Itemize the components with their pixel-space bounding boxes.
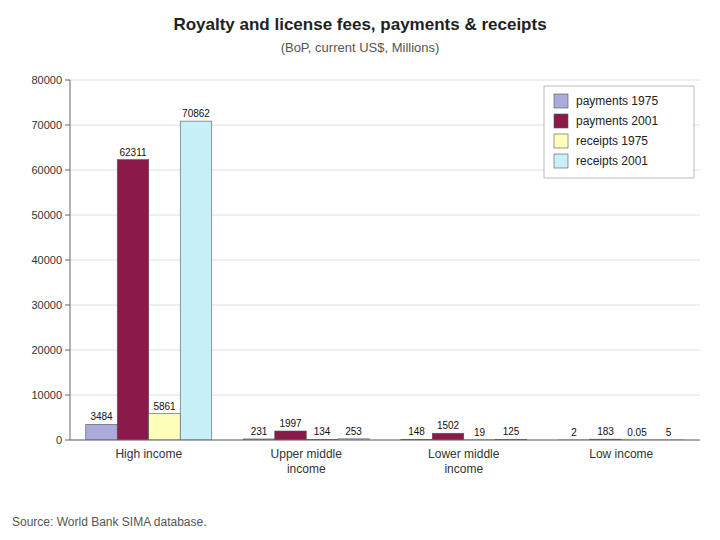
legend-swatch bbox=[554, 154, 568, 168]
bar bbox=[275, 431, 307, 440]
y-axis-line bbox=[70, 80, 71, 440]
grid-line bbox=[70, 395, 700, 396]
data-label: 2 bbox=[571, 427, 577, 438]
tick-mark bbox=[65, 170, 70, 171]
data-label: 0.05 bbox=[627, 427, 647, 438]
bar bbox=[149, 414, 181, 440]
data-label: 1502 bbox=[437, 420, 460, 431]
grid-line bbox=[70, 80, 700, 81]
bar bbox=[432, 433, 464, 440]
category-label: Lower middleincome bbox=[428, 447, 500, 476]
y-axis: 0 10000 20000 30000 40000 50000 60000 70000 8000… bbox=[31, 74, 700, 446]
data-label: 148 bbox=[408, 426, 425, 437]
grid-line bbox=[70, 305, 700, 306]
grid-line bbox=[70, 440, 700, 441]
category-label: Upper middleincome bbox=[271, 447, 343, 476]
tick-mark bbox=[65, 350, 70, 351]
annotation: Source: World Bank SIMA database. bbox=[12, 515, 207, 529]
subtitle: (BoP, current US$, Millions) bbox=[281, 40, 440, 55]
data-labels: 3484 231 148 2 62311 1997 1502 183 5861 134 19 0.05… bbox=[90, 108, 671, 438]
tick-mark bbox=[65, 215, 70, 216]
tick-label: 40000 bbox=[31, 254, 62, 266]
tick-mark bbox=[65, 305, 70, 306]
tick-mark bbox=[65, 80, 70, 81]
chart: Royalty and license fees, payments & rec… bbox=[0, 0, 720, 540]
legend-label: receipts 2001 bbox=[576, 154, 648, 168]
title: Royalty and license fees, payments & rec… bbox=[173, 15, 546, 34]
data-label: 5861 bbox=[153, 401, 176, 412]
legend-box bbox=[544, 86, 694, 178]
bar bbox=[86, 424, 118, 440]
data-label: 70862 bbox=[182, 108, 210, 119]
data-label: 231 bbox=[251, 426, 268, 437]
grid-line bbox=[70, 260, 700, 261]
legend-swatch bbox=[554, 114, 568, 128]
tick-label: 60000 bbox=[31, 164, 62, 176]
tick-label: 80000 bbox=[31, 74, 62, 86]
legend-label: receipts 1975 bbox=[576, 134, 648, 148]
data-label: 19 bbox=[474, 427, 486, 438]
category-label: Low income bbox=[589, 447, 653, 461]
legend-label: payments 1975 bbox=[576, 94, 658, 108]
data-label: 62311 bbox=[119, 147, 147, 158]
tick-label: 0 bbox=[56, 434, 62, 446]
tick-mark bbox=[65, 260, 70, 261]
tick-label: 20000 bbox=[31, 344, 62, 356]
tick-mark bbox=[65, 440, 70, 441]
bar bbox=[117, 160, 149, 440]
tick-label: 10000 bbox=[31, 389, 62, 401]
tick-label: 50000 bbox=[31, 209, 62, 221]
grid-line bbox=[70, 215, 700, 216]
grid-line bbox=[70, 350, 700, 351]
tick-label: 70000 bbox=[31, 119, 62, 131]
data-label: 5 bbox=[666, 427, 672, 438]
tick-mark bbox=[65, 395, 70, 396]
data-label: 1997 bbox=[279, 418, 302, 429]
data-label: 183 bbox=[597, 426, 614, 437]
tick-mark bbox=[65, 125, 70, 126]
legend-label: payments 2001 bbox=[576, 114, 658, 128]
data-label: 253 bbox=[345, 426, 362, 437]
x-axis-line bbox=[70, 440, 700, 441]
legend-swatch bbox=[554, 134, 568, 148]
legend: payments 1975 payments 2001 receipts 1975 r… bbox=[544, 86, 694, 178]
data-label: 134 bbox=[314, 426, 331, 437]
data-label: 125 bbox=[503, 426, 520, 437]
legend-swatch bbox=[554, 94, 568, 108]
data-label: 3484 bbox=[90, 411, 113, 422]
bar bbox=[180, 121, 212, 440]
category-label: High income bbox=[115, 447, 182, 461]
tick-label: 30000 bbox=[31, 299, 62, 311]
